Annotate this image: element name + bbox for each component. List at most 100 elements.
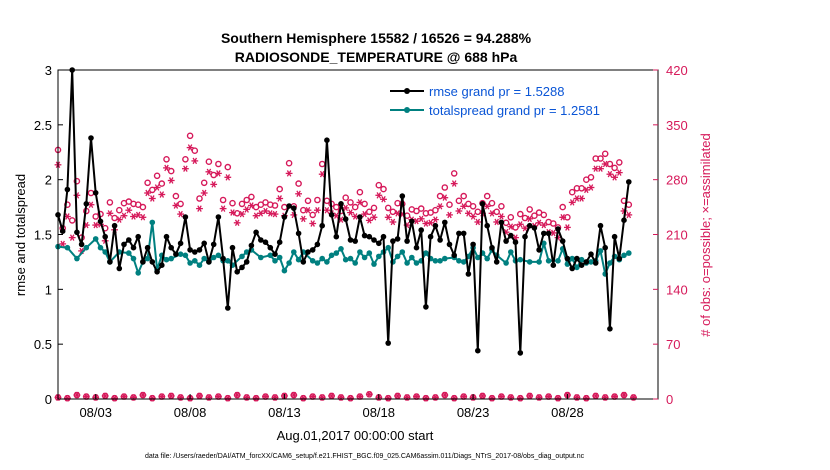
rmse-series-point	[399, 193, 406, 199]
obs-assimilated-marker	[446, 211, 453, 219]
obs-assimilated-marker	[248, 202, 255, 209]
rmse-series-point	[366, 233, 373, 240]
rmse-series-point	[187, 247, 193, 253]
spread-series-point	[102, 249, 108, 255]
spread-series-point	[239, 253, 245, 260]
obs-asterisk-stroke	[310, 220, 315, 227]
obs-asterisk-stroke	[112, 394, 117, 402]
obs-possible-marker	[389, 208, 397, 216]
obs-asterisk-stroke	[131, 213, 136, 220]
x-tick-label: 08/08	[174, 405, 207, 420]
rmse-series-point	[239, 264, 245, 271]
spread-series-point	[144, 255, 151, 262]
obs-asterisk-stroke	[418, 215, 424, 223]
y-right-tick-label: 0	[666, 392, 673, 407]
rmse-series-point	[418, 227, 425, 233]
obs-asterisk-stroke	[178, 210, 183, 218]
obs-assimilated-marker	[309, 220, 317, 227]
spread-series-point	[394, 253, 401, 260]
rmse-series-point	[328, 212, 335, 218]
rmse-series-point	[559, 238, 566, 244]
obs-asterisk-stroke	[536, 219, 542, 227]
rmse-series-point	[135, 233, 141, 240]
obs-asterisk-stroke	[286, 170, 292, 177]
obs-asterisk-stroke	[593, 392, 598, 400]
rmse-series-point	[451, 252, 458, 259]
legend-rmse-marker	[404, 88, 410, 94]
spread-series-point	[272, 258, 278, 264]
obs-asterisk-stroke	[579, 195, 584, 202]
obs-bottom-assimilated-marker	[365, 391, 373, 398]
obs-bottom-assimilated-marker	[450, 394, 458, 402]
rmse-series-point	[88, 135, 94, 141]
obs-assimilated-marker	[597, 165, 604, 172]
rmse-series-point	[583, 259, 590, 265]
obs-assimilated-marker	[68, 234, 76, 241]
y-right-tick-label: 420	[666, 63, 688, 78]
obs-asterisk-stroke	[329, 392, 334, 400]
obs-assimilated-marker	[469, 213, 477, 220]
obs-assimilated-marker	[615, 169, 623, 176]
spread-series-point	[508, 249, 514, 255]
obs-assimilated-marker	[587, 184, 595, 191]
obs-bottom-assimilated-marker	[554, 394, 562, 402]
obs-asterisk-stroke	[527, 392, 532, 400]
rmse-series-point	[607, 326, 613, 332]
x-tick-label: 08/28	[551, 405, 584, 420]
spread-series-point	[357, 249, 363, 255]
spread-series-point	[376, 253, 382, 260]
obs-possible-marker	[177, 200, 184, 208]
spread-series-point	[83, 244, 90, 251]
spread-series-point	[163, 256, 170, 263]
rmse-series-point	[460, 230, 467, 237]
obs-assimilated-marker	[219, 205, 227, 212]
obs-assimilated-marker	[361, 210, 368, 218]
obs-possible-marker	[597, 155, 604, 162]
obs-asterisk-stroke	[301, 394, 306, 402]
chart-title: Southern Hemisphere 15582 / 16526 = 94.2…	[221, 30, 532, 46]
obs-possible-marker	[455, 197, 463, 205]
obs-asterisk-stroke	[93, 221, 98, 229]
obs-assimilated-marker	[186, 144, 194, 151]
obs-bottom-assimilated-marker	[394, 392, 401, 400]
y-left-tick-label: 3	[45, 63, 52, 78]
spread-series-point	[291, 249, 297, 255]
rmse-series-point	[295, 230, 302, 237]
x-tick-label: 08/13	[268, 405, 301, 420]
obs-asterisk-stroke	[79, 247, 84, 255]
rmse-series-point	[163, 233, 170, 240]
obs-asterisk-stroke	[244, 206, 249, 213]
obs-asterisk-stroke	[197, 392, 202, 400]
spread-series-point	[404, 260, 410, 266]
spread-series-point	[92, 236, 99, 242]
obs-assimilated-marker	[342, 204, 350, 212]
rmse-series-point	[588, 251, 594, 257]
obs-asterisk-stroke	[612, 174, 617, 181]
spread-series-point	[187, 260, 193, 266]
obs-assimilated-marker	[299, 215, 307, 223]
obs-possible-marker	[460, 192, 468, 200]
y-axis-label-right: # of obs: o=possible; ×=assimilated	[698, 133, 713, 336]
y-left-tick-label: 1	[45, 282, 52, 297]
obs-asterisk-stroke	[362, 210, 367, 218]
obs-asterisk-stroke	[216, 170, 221, 177]
obs-asterisk-stroke	[499, 213, 504, 220]
obs-asterisk-stroke	[357, 199, 363, 206]
obs-assimilated-marker	[276, 195, 284, 202]
obs-assimilated-marker	[59, 240, 67, 248]
obs-asterisk-stroke	[518, 221, 523, 228]
spread-series-point	[597, 248, 604, 254]
obs-bottom-assimilated-marker	[139, 391, 147, 399]
obs-assimilated-marker	[559, 213, 567, 221]
rmse-series-point	[149, 259, 156, 265]
obs-possible-marker	[507, 213, 515, 221]
spread-series-point	[456, 258, 462, 264]
legend-rmse-label: rmse grand pr = 1.5288	[429, 84, 565, 99]
rmse-series-point	[220, 255, 226, 262]
obs-assimilated-marker	[417, 215, 425, 223]
y-right-tick-label: 350	[666, 118, 688, 133]
obs-assimilated-marker	[257, 210, 265, 217]
obs-asterisk-stroke	[334, 212, 339, 219]
spread-series-point	[309, 258, 316, 264]
